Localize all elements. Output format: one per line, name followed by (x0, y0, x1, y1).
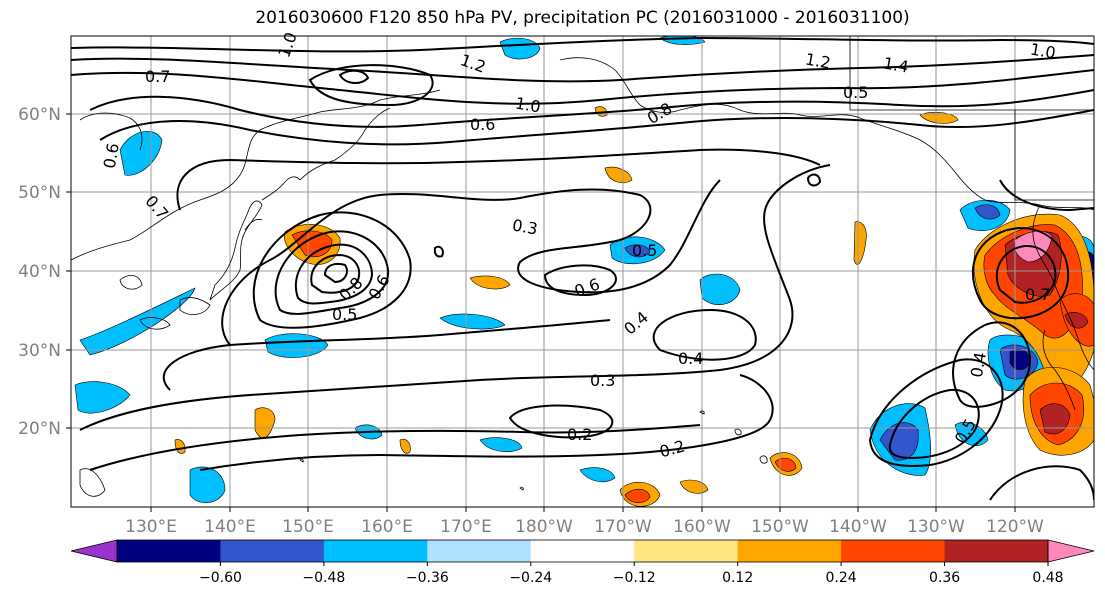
lon-label: 170°E (440, 517, 492, 537)
coastlines (71, 36, 1094, 497)
lon-label: 140°E (204, 517, 256, 537)
lat-label: 20°N (18, 419, 61, 439)
lon-label: 170°W (594, 517, 652, 537)
colorbar-tick-label: −0.48 (302, 570, 345, 586)
colorbar-segment (841, 540, 946, 562)
contour-label: 0.2 (567, 425, 592, 444)
colorbar-extend-low (70, 539, 118, 563)
contour-label: 0.7 (1025, 285, 1050, 304)
colorbar-extend-high (1047, 539, 1095, 563)
contour-label: 1.0 (514, 93, 542, 116)
contour-label: 0.6 (470, 115, 495, 134)
lon-label: 140°W (829, 517, 887, 537)
lon-label: 130°E (125, 517, 177, 537)
contour-label: 1.0 (1029, 39, 1057, 62)
colorbar-tick-label: 0.48 (1032, 570, 1063, 586)
contour-label: 0.5 (632, 241, 657, 260)
contour-label: 0.4 (967, 351, 990, 379)
lon-label: 150°E (282, 517, 334, 537)
lat-label: 30°N (18, 341, 61, 361)
lat-label: 60°N (18, 105, 61, 125)
colorbar-segment (530, 540, 635, 562)
pv-contours (71, 36, 1094, 501)
latitude-labels: 60°N 50°N 40°N 30°N 20°N (18, 105, 61, 439)
colorbar-tick-label: −0.60 (199, 570, 242, 586)
lat-label: 50°N (18, 183, 61, 203)
colorbar-segment (944, 540, 1049, 562)
contour-label: 0.3 (511, 215, 539, 238)
colorbar-tick-label: 0.36 (929, 570, 960, 586)
lon-label: 160°E (361, 517, 413, 537)
colorbar-segment (737, 540, 842, 562)
lon-label: 130°W (907, 517, 965, 537)
map-title: 2016030600 F120 850 hPa PV, precipitatio… (255, 8, 910, 28)
axis-ticks (66, 113, 1016, 512)
lat-label: 40°N (18, 262, 61, 282)
contour-label: 1.2 (804, 49, 832, 72)
longitude-labels: 130°E 140°E 150°E 160°E 170°E 180°W 170°… (125, 517, 1044, 537)
colorbar-segment (634, 540, 739, 562)
colorbar-tick-label: 0.12 (722, 570, 753, 586)
colorbar-tick-label: −0.12 (613, 570, 656, 586)
contour-label: 1.4 (882, 53, 910, 76)
contour-label: 0.5 (843, 83, 868, 102)
colorbar-segment (427, 540, 532, 562)
colorbar-tick-label: −0.36 (406, 570, 449, 586)
colorbar-outline (116, 539, 1049, 563)
lon-label: 150°W (751, 517, 809, 537)
colorbar-segment (323, 540, 428, 562)
contour-label: 0.6 (100, 142, 123, 170)
colorbar: −0.60 −0.48 −0.36 −0.24 −0.12 0.12 0.24 0.36 0.4… (70, 539, 1095, 586)
lon-label: 160°W (673, 517, 731, 537)
colorbar-tick-label: −0.24 (509, 570, 552, 586)
contour-label: 0.4 (678, 349, 703, 368)
contour-label: 0.5 (332, 305, 357, 324)
contour-label: 0.7 (145, 67, 170, 86)
lon-label: 120°W (986, 517, 1044, 537)
colorbar-tick-label: 0.24 (826, 570, 857, 586)
lon-label: 180°W (515, 517, 573, 537)
colorbar-segment (220, 540, 325, 562)
contour-label: 0.3 (590, 371, 615, 390)
colorbar-segment (117, 540, 221, 562)
